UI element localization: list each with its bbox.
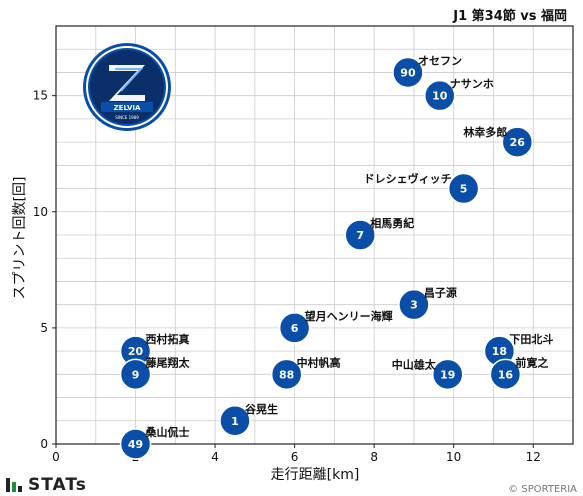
point-marker: [424, 79, 456, 112]
point-label: 望月ヘンリー海輝: [305, 309, 393, 323]
point-number: 7: [356, 229, 364, 242]
point-number: 16: [498, 368, 514, 381]
credit-text: © SPORTERIA: [508, 484, 577, 495]
x-axis-label: 走行距離[km]: [271, 466, 360, 483]
data-point: 5 ドレシェヴィッチ: [364, 172, 480, 205]
point-label: ナサンホ: [450, 78, 494, 91]
x-tick-label: 0: [52, 450, 60, 464]
x-tick-label: 6: [291, 450, 299, 464]
point-label: 昌子源: [424, 286, 457, 300]
point-label: 林幸多郎: [463, 125, 507, 139]
point-label: 桑山侃士: [145, 425, 190, 439]
point-number: 18: [492, 345, 507, 358]
point-marker: [270, 358, 303, 391]
point-label: ドレシェヴィッチ: [364, 172, 452, 186]
point-number: 9: [132, 368, 140, 381]
point-label: 谷晃生: [245, 402, 278, 416]
point-marker: [447, 172, 480, 205]
y-tick-label: 15: [33, 89, 48, 103]
y-tick-label: 5: [40, 321, 48, 335]
data-points: 90オセフン10ナサンホ26林幸多郎5ドレシェヴィッチ7相馬勇紀3昌子源6望月ヘ…: [119, 54, 553, 460]
point-label: 中山雄太: [392, 357, 437, 371]
point-marker: [219, 405, 251, 437]
point-label: 藤尾翔太: [146, 355, 191, 369]
svg-text:ZELVIA: ZELVIA: [114, 104, 141, 112]
point-label: 前寛之: [515, 355, 548, 369]
point-number: 19: [440, 368, 455, 381]
brand-text: STATs: [28, 475, 87, 495]
x-tick-label: 8: [370, 450, 378, 464]
data-point: 7 相馬勇紀: [344, 216, 414, 251]
point-number: 90: [400, 66, 416, 79]
point-marker: [489, 358, 522, 391]
y-tick-label: 10: [33, 205, 48, 219]
point-label: 相馬勇紀: [370, 216, 414, 230]
plot-frame: [55, 25, 574, 445]
data-point: 3 昌子源: [398, 286, 457, 321]
y-axis-label: スプリント回数[回]: [12, 177, 28, 300]
point-label: 下田北斗: [509, 332, 553, 346]
data-point: 6 望月ヘンリー海輝: [278, 309, 393, 344]
point-marker: [119, 428, 152, 460]
point-marker: [344, 219, 376, 251]
chart-subtitle: J1 第34節 vs 福岡: [452, 8, 567, 24]
point-marker: [398, 288, 430, 321]
grid: [55, 25, 574, 445]
point-marker: [278, 312, 311, 344]
point-number: 20: [128, 345, 144, 358]
point-number: 1: [231, 415, 239, 428]
club-emblem-logo: ZELVIA SINCE 1989: [83, 43, 171, 131]
point-marker: [392, 56, 424, 89]
x-tick-label: 4: [211, 450, 219, 464]
axis-ticks: 024681012051015: [33, 89, 541, 464]
point-number: 10: [432, 90, 448, 103]
point-marker: [501, 126, 534, 158]
svg-text:SINCE 1989: SINCE 1989: [115, 115, 139, 120]
data-point: 9 藤尾翔太: [119, 355, 191, 391]
data-point: 1 谷晃生: [219, 402, 278, 437]
point-number: 3: [410, 299, 418, 312]
point-marker: [431, 358, 464, 391]
point-label: オセフン: [418, 54, 462, 67]
y-tick-label: 0: [40, 437, 48, 451]
point-marker: [119, 358, 152, 391]
point-label: 西村拓真: [146, 332, 190, 346]
point-number: 5: [460, 183, 468, 196]
point-label: 中村帆高: [297, 355, 341, 369]
point-number: 26: [510, 136, 526, 149]
point-number: 49: [128, 438, 143, 451]
x-tick-label: 12: [526, 450, 541, 464]
x-tick-label: 10: [446, 450, 461, 464]
point-number: 6: [291, 322, 299, 335]
point-number: 88: [279, 368, 294, 381]
stats-logo: [6, 478, 22, 492]
